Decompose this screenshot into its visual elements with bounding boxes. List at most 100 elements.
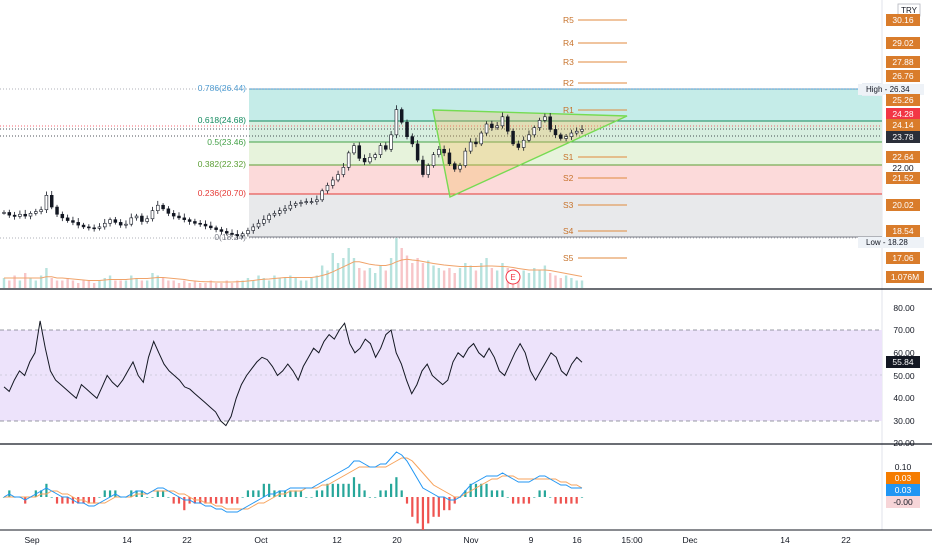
volume-bar xyxy=(543,265,547,288)
macd-hist-bar xyxy=(485,483,488,497)
volume-bar xyxy=(18,280,22,288)
volume-bar xyxy=(241,280,244,288)
candle-body xyxy=(92,227,96,230)
macd-hist-bar xyxy=(490,490,493,497)
earnings-marker[interactable] xyxy=(505,269,521,285)
macd-hist-bar xyxy=(230,497,234,504)
pivot-label-r2: R2 xyxy=(563,78,574,88)
price-label-26-76: 26.76 xyxy=(892,71,914,81)
candle-body xyxy=(511,130,515,145)
candle-body xyxy=(468,141,473,152)
pivot-label-s3: S3 xyxy=(563,200,574,210)
volume-bar xyxy=(114,280,117,288)
candle-body xyxy=(283,208,287,211)
price-axis[interactable]: 30.16 29.02 27.88 26.76 25.26 24.28 24.1… xyxy=(886,14,924,283)
macd-hist-bar xyxy=(331,483,334,497)
rsi-value-label: 55.84 xyxy=(892,357,914,367)
rsi-axis[interactable]: 80.00 70.00 60.00 50.00 40.00 30.00 20.0… xyxy=(886,303,920,448)
candle-body xyxy=(521,139,526,148)
volume-bar xyxy=(533,268,536,288)
candle-body xyxy=(447,152,452,165)
volume-bar xyxy=(246,278,250,288)
volume-bar xyxy=(315,275,319,288)
candle-body xyxy=(304,201,309,203)
candle-body xyxy=(500,116,505,127)
candle-body xyxy=(246,230,250,235)
volume-bar xyxy=(442,270,446,288)
volume-bar xyxy=(464,263,467,288)
time-tick-sep: Sep xyxy=(24,535,39,545)
candle-body xyxy=(113,219,118,223)
candle-body xyxy=(352,145,356,154)
candle-body xyxy=(559,134,563,139)
macd-hist-bar xyxy=(310,497,313,498)
candle-body xyxy=(479,132,483,145)
macd-hist-bar xyxy=(432,497,435,517)
candle-body xyxy=(426,165,430,175)
volume-bar xyxy=(209,280,213,288)
volume-bar xyxy=(564,275,568,288)
volume-bar xyxy=(167,280,170,288)
volume-bar xyxy=(13,275,16,288)
time-axis[interactable]: Sep 14 22 Oct 12 20 Nov 9 16 15:00 Dec 1… xyxy=(24,535,851,545)
candle-body xyxy=(2,212,6,214)
volume-bar xyxy=(294,278,297,288)
fib-label-05: 0.5(23.46) xyxy=(207,137,246,147)
volume-bar xyxy=(108,275,112,288)
candle-body xyxy=(60,213,65,219)
macd-hist-bar xyxy=(352,477,356,497)
time-tick-16: 16 xyxy=(572,535,582,545)
volume-bar xyxy=(161,278,165,288)
price-label-23-78: 23.78 xyxy=(892,132,914,142)
candle-body xyxy=(548,116,552,130)
price-label-21-52: 21.52 xyxy=(892,173,914,183)
candle-body xyxy=(161,204,165,210)
price-candles xyxy=(2,105,584,240)
time-tick-nov: Nov xyxy=(463,535,479,545)
volume-label: 1.076M xyxy=(891,272,919,282)
macd-hist-bar xyxy=(448,497,451,511)
candle-body xyxy=(262,219,266,224)
candle-body xyxy=(532,127,537,136)
rsi-axis-70: 70.00 xyxy=(893,325,915,335)
macd-hist-bar xyxy=(411,497,414,517)
price-label-29-02: 29.02 xyxy=(892,38,914,48)
macd-axis[interactable]: 0.10 0.03 0.03 -0.00 xyxy=(886,462,920,508)
pivot-label-s4: S4 xyxy=(563,226,574,236)
volume-bar xyxy=(34,280,38,288)
macd-axis-010: 0.10 xyxy=(895,462,912,472)
macd-hist-bar xyxy=(299,490,303,497)
volume-bar xyxy=(411,263,414,288)
volume-bar xyxy=(448,268,451,288)
low-label: Low - 18.28 xyxy=(866,238,908,247)
macd-hist-bar xyxy=(570,497,573,504)
macd-hist-bar xyxy=(66,497,69,504)
macd-hist-bar xyxy=(469,483,472,497)
candle-body xyxy=(145,218,149,222)
candle-body xyxy=(405,121,409,137)
macd-hist-bar xyxy=(363,490,366,497)
candle-body xyxy=(543,116,547,121)
volume-bar xyxy=(50,278,53,288)
macd-line-value: 0.03 xyxy=(895,485,912,495)
volume-bar xyxy=(389,258,393,288)
macd-hist-bar xyxy=(379,490,382,497)
volume-bar xyxy=(130,275,133,288)
volume-bar xyxy=(358,268,361,288)
candle-body xyxy=(39,209,43,212)
volume-bar xyxy=(474,270,478,288)
volume-bar xyxy=(326,270,329,288)
macd-hist-bar xyxy=(511,497,515,504)
candle-body xyxy=(129,217,134,225)
candle-body xyxy=(484,123,489,134)
candle-body xyxy=(118,222,123,226)
fib-label-0618: 0.618(24.68) xyxy=(198,115,246,125)
volume-bar xyxy=(368,268,372,288)
candle-body xyxy=(346,152,351,168)
candle-body xyxy=(357,145,362,159)
pivot-label-r4: R4 xyxy=(563,38,574,48)
pivot-label-r5: R5 xyxy=(563,15,574,25)
volume-bar xyxy=(92,283,96,288)
candle-body xyxy=(325,185,330,192)
volume-bar xyxy=(580,280,584,288)
